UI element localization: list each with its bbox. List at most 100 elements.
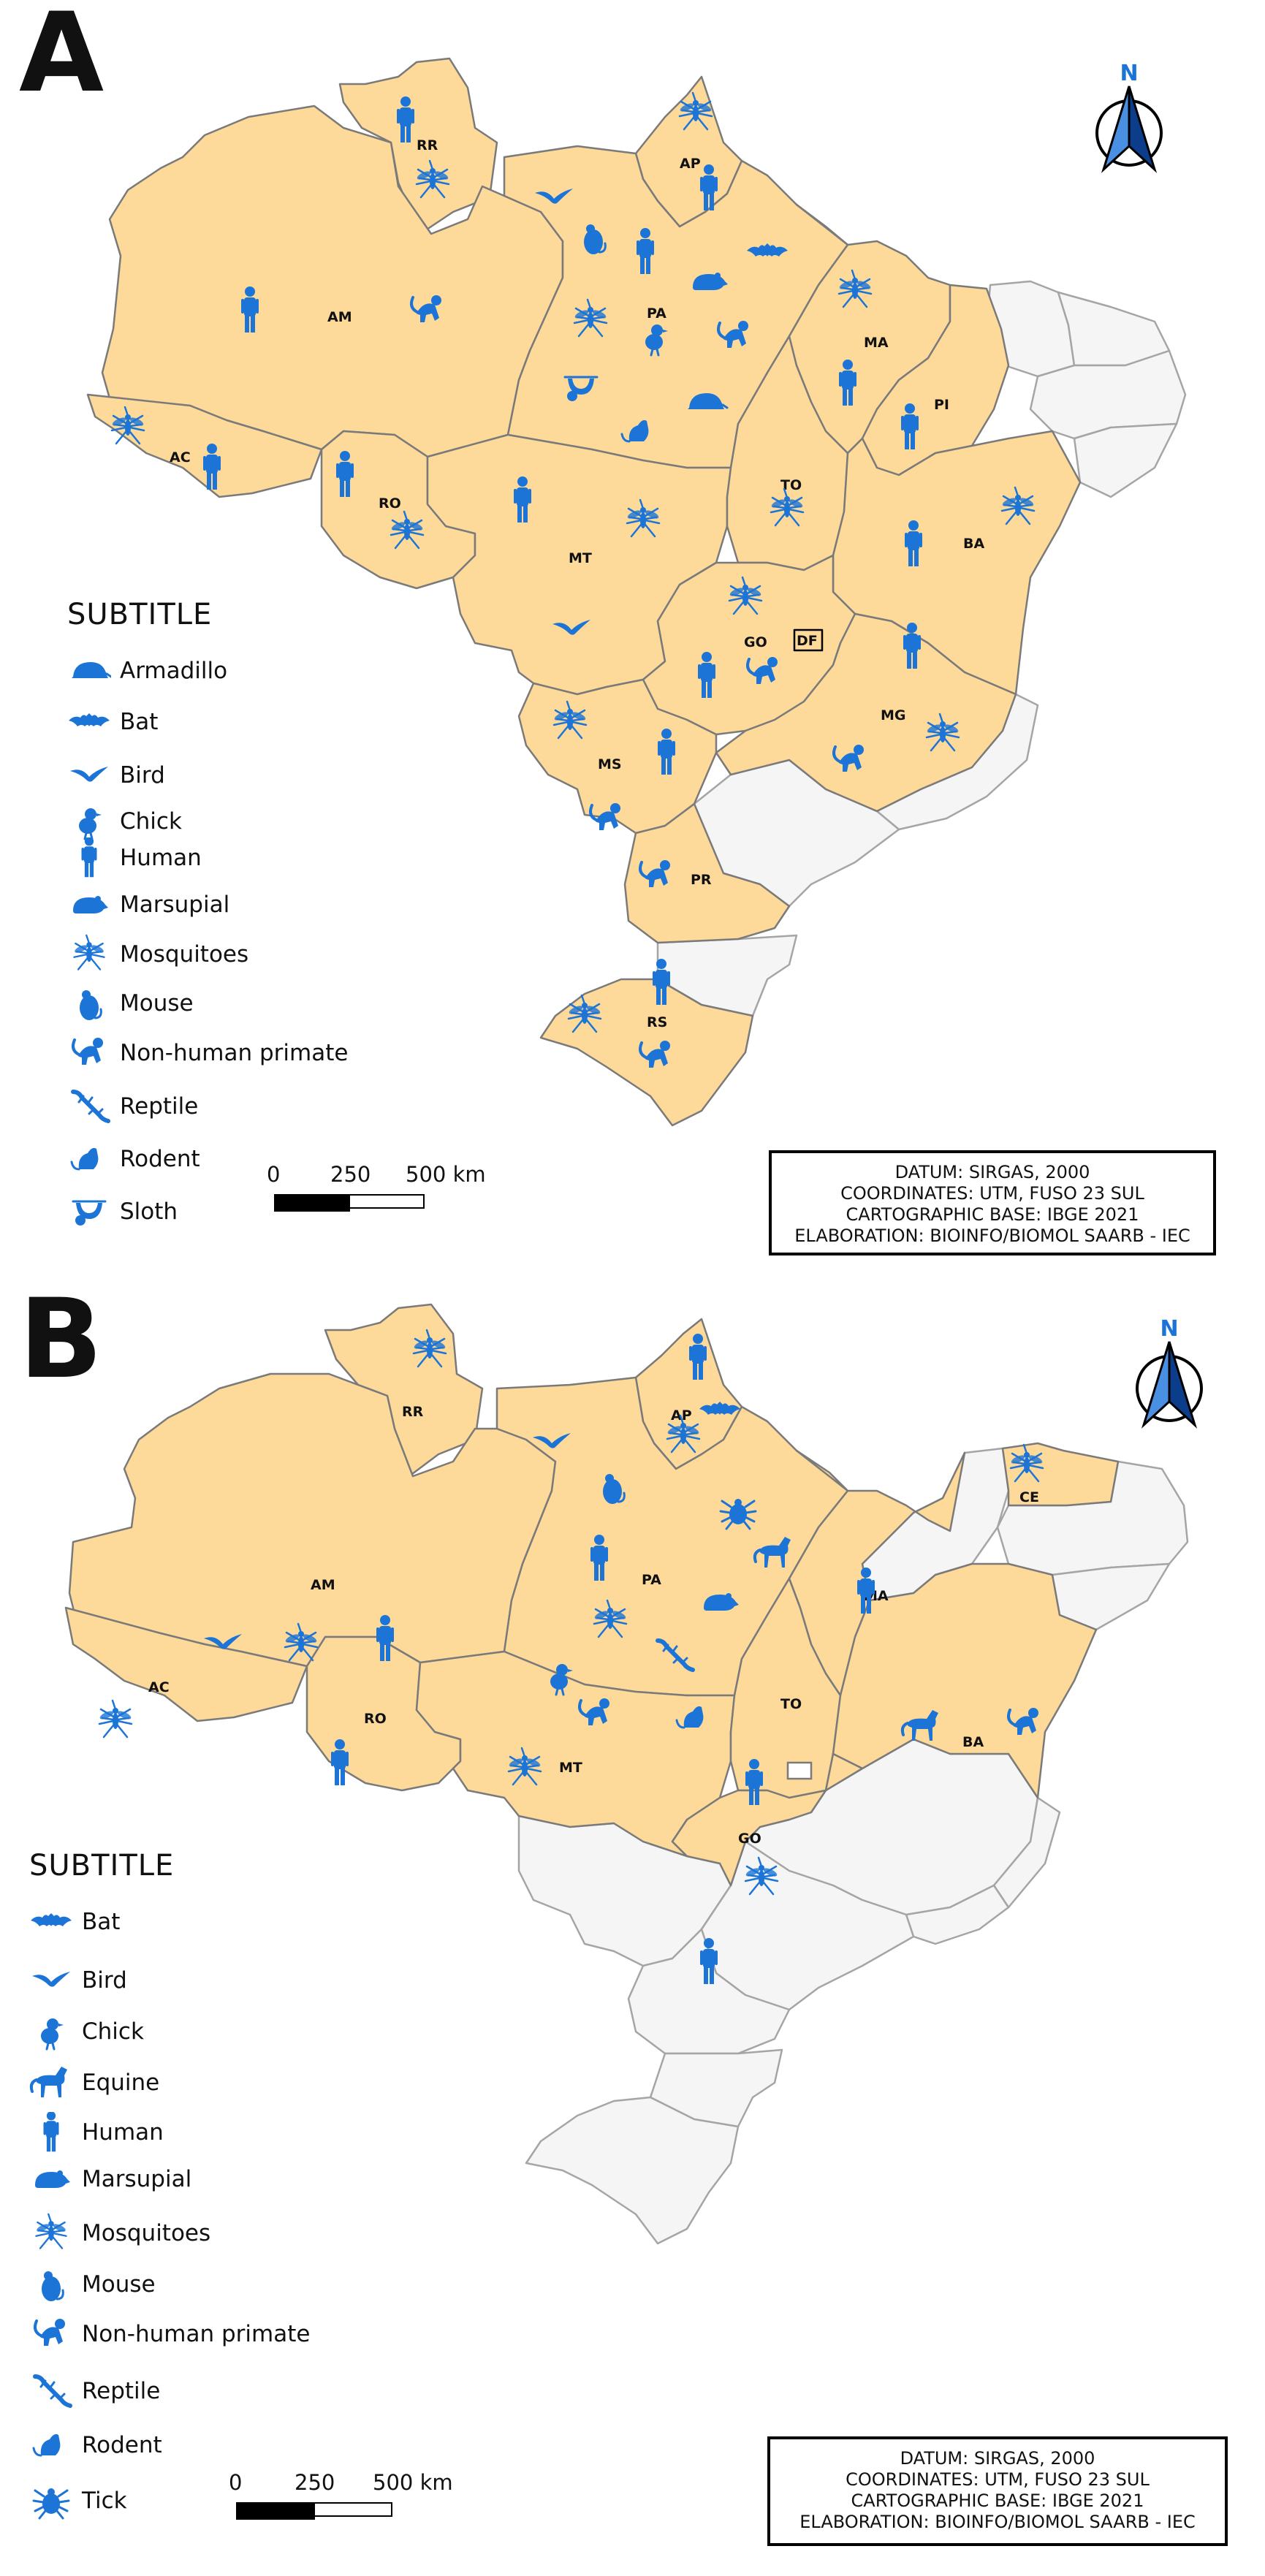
scale-bar: 0 250 500 km [267,1162,486,1220]
legend-item: Bat [67,702,158,742]
legend-label: Human [120,845,202,871]
legend-label: Mouse [120,990,194,1017]
state-label-pa: PA [647,305,666,322]
scale-tick: 0 [229,2470,243,2495]
scale-tick: 250 [330,1162,371,1187]
scale-tick: 250 [295,2470,335,2495]
primate-icon [72,1036,105,1066]
legend-item: Mosquitoes [29,2213,210,2254]
state-al-se-a [1073,422,1178,498]
bird-icon [70,767,108,782]
rodent-icon [70,1147,99,1171]
north-label: N [1120,61,1138,86]
reptile-icon [67,1086,111,1127]
state-label-ba: BA [963,536,984,552]
legend-label: Sloth [120,1198,178,1225]
legend-label: Armadillo [120,658,228,684]
state-label-to: TO [780,1696,802,1712]
armadillo-icon [70,661,111,680]
legend-label: Chick [82,2018,144,2045]
chick-icon [39,2017,65,2051]
legend-label: Mosquitoes [120,941,249,968]
scale-tick: 0 [267,1162,281,1187]
scale-tick: 500 km [406,1162,486,1187]
state-label-am: AM [327,309,352,325]
state-label-to: TO [780,477,802,493]
human-icon [81,837,97,878]
state-rs-b [525,2096,740,2245]
legend-title: SUBTITLE [67,598,213,631]
legend-item: Mouse [67,983,194,1024]
mosquito-icon [34,2213,68,2249]
legend-label: Rodent [120,1146,200,1172]
state-am-b [68,1372,557,1668]
map-info-box: DATUM: SIRGAS, 2000 COORDINATES: UTM, FU… [769,1150,1216,1255]
state-label-ce: CE [1019,1489,1039,1505]
legend-item: Bird [29,1960,127,2001]
marsupial-icon [73,896,108,913]
sloth-icon [72,1200,107,1227]
state-rn-a [1057,291,1171,367]
legend: SUBTITLE Bat Bird Chick Equine Human Mar… [29,1849,380,2550]
legend-item: Mosquitoes [67,934,248,975]
state-df-b [786,1761,813,1780]
state-label-ap: AP [671,1407,692,1424]
state-mt-b [415,1650,736,1858]
state-label-ms: MS [598,756,622,772]
tick-icon [32,2487,70,2520]
state-mg-a [715,612,1017,813]
state-label-pr: PR [691,872,712,888]
state-label-go: GO [738,1831,761,1847]
legend-item: Chick [29,2011,144,2052]
legend-label: Mosquitoes [82,2220,211,2246]
legend-item: Reptile [67,1086,198,1127]
legend-item: Chick [67,801,182,842]
legend-item: Non-human primate [29,2314,310,2355]
state-pr-a [623,802,791,944]
state-label-go: GO [744,634,767,650]
legend-title: SUBTITLE [29,1849,175,1882]
state-label-mg: MG [881,707,906,723]
legend-label: Bat [82,1909,121,1935]
state-ac-b [64,1606,308,1722]
state-label-ac: AC [148,1679,170,1695]
panel-a: A RR AP AM PA AC RO MT TO [0,0,1265,1286]
reptile-icon [29,2371,73,2412]
legend-label: Non-human primate [82,2321,311,2347]
state-go-b [671,1752,864,1887]
state-label-mt: MT [569,550,592,566]
legend-label: Bird [120,762,165,789]
state-label-ro: RO [379,495,401,512]
state-rr-a [338,57,498,235]
rodent-icon [32,2433,61,2457]
marsupial-icon [35,2170,70,2188]
bird-icon [32,1972,70,1987]
legend-item: Rodent [29,2425,162,2466]
mouse-icon [78,989,102,1022]
legend-item: Non-human primate [67,1033,348,1074]
mosquito-icon [97,1699,134,1739]
north-arrow: N [1136,1316,1203,1429]
state-label-pi: PI [934,397,949,413]
state-label-ac: AC [170,449,191,466]
legend-label: Bird [82,1967,127,1994]
north-label: N [1160,1316,1178,1342]
legend-label: Non-human primate [120,1040,349,1066]
legend-label: Human [82,2119,164,2146]
state-label-ba: BA [962,1734,984,1750]
state-label-mt: MT [559,1760,582,1776]
legend-item: Armadillo [67,650,227,691]
bat-icon [69,713,110,726]
state-label-ap: AP [680,156,701,172]
legend-label: Rodent [82,2432,162,2458]
legend-label: Bat [120,709,159,735]
state-rj-b [905,1884,1010,1945]
legend-item: Marsupial [29,2159,191,2200]
legend-label: Tick [82,2488,127,2514]
state-label-rr: RR [402,1404,424,1420]
primate-icon [34,2317,67,2347]
panel-letter: B [19,1276,103,1403]
legend-item: Equine [29,2062,159,2103]
panel-b: B RR AP AM PA AC RO MT TO [0,1276,1265,2576]
horse-icon [29,2065,69,2099]
